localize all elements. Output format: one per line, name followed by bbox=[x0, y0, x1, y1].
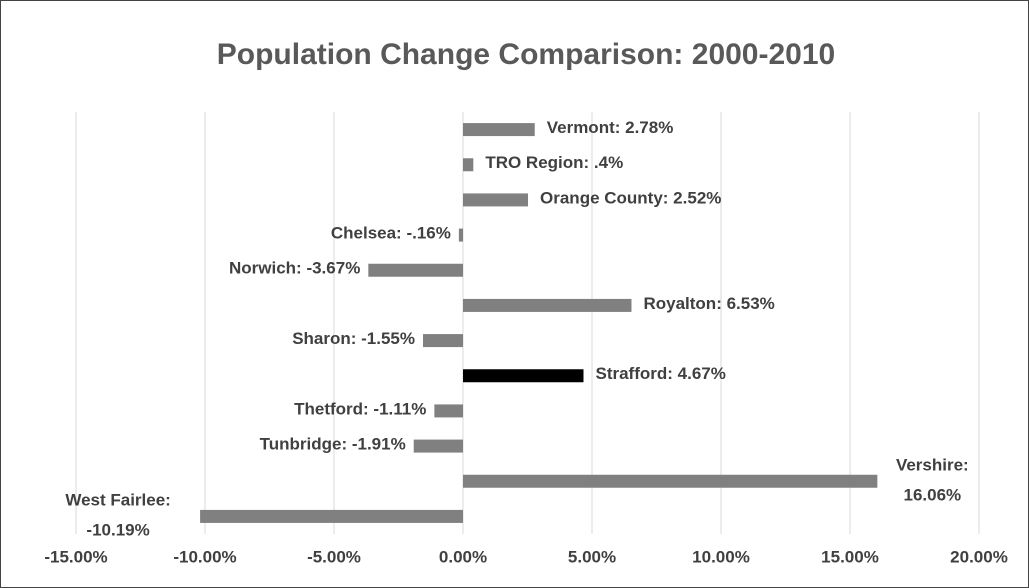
chart-title: Population Change Comparison: 2000-2010 bbox=[217, 38, 835, 71]
bar bbox=[200, 509, 463, 523]
x-tick-label: -15.00% bbox=[44, 547, 107, 566]
data-label: Tunbridge: -1.91% bbox=[260, 435, 406, 454]
x-tick-label: 10.00% bbox=[692, 547, 750, 566]
bar bbox=[463, 158, 474, 172]
bar bbox=[463, 298, 632, 312]
data-label: West Fairlee: -10.19% bbox=[65, 491, 171, 540]
x-tick-label: 5.00% bbox=[568, 547, 616, 566]
data-label: Vermont: 2.78% bbox=[547, 118, 674, 137]
data-label: Thetford: -1.11% bbox=[294, 399, 426, 418]
data-label-line: -10.19% bbox=[86, 521, 149, 540]
x-tick-label: 15.00% bbox=[821, 547, 879, 566]
bar bbox=[463, 193, 529, 207]
bar bbox=[458, 228, 463, 242]
data-label: Sharon: -1.55% bbox=[292, 329, 415, 348]
data-label: Orange County: 2.52% bbox=[540, 188, 721, 207]
bar bbox=[463, 123, 535, 137]
data-label: Strafford: 4.67% bbox=[595, 364, 725, 383]
data-label: Norwich: -3.67% bbox=[229, 259, 360, 278]
bar bbox=[463, 369, 584, 383]
bar bbox=[463, 474, 878, 488]
data-label-line: West Fairlee: bbox=[65, 491, 171, 510]
x-tick-label: -5.00% bbox=[307, 547, 361, 566]
bar bbox=[368, 263, 463, 277]
bar bbox=[423, 334, 463, 348]
x-tick-label: -10.00% bbox=[173, 547, 236, 566]
data-label-line: 16.06% bbox=[904, 486, 962, 505]
data-label-line: Vershire: bbox=[896, 456, 969, 475]
bar bbox=[434, 404, 463, 418]
data-label: TRO Region: .4% bbox=[485, 153, 623, 172]
bar bbox=[413, 439, 463, 453]
data-label: Vershire: 16.06% bbox=[896, 456, 969, 505]
data-label: Chelsea: -.16% bbox=[331, 224, 451, 243]
x-tick-label: 0.00% bbox=[439, 547, 487, 566]
x-tick-label: 20.00% bbox=[950, 547, 1008, 566]
data-label: Royalton: 6.53% bbox=[643, 294, 774, 313]
